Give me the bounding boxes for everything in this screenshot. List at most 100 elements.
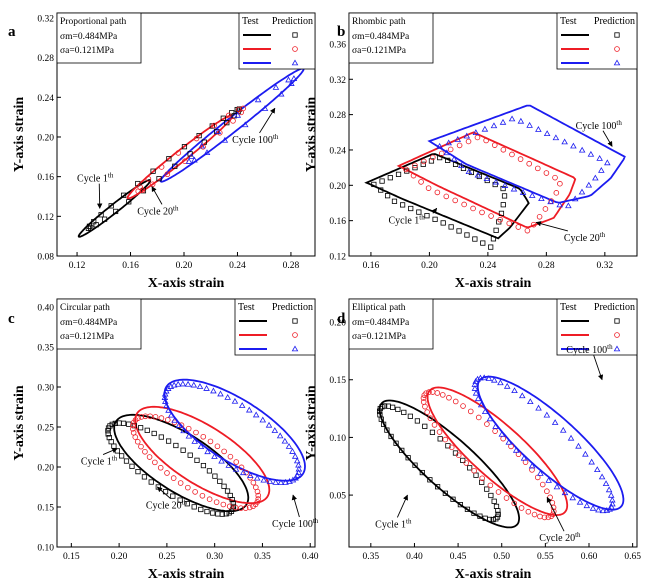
data-point-circle [213,499,220,505]
data-point-square [385,403,391,409]
data-point-triangle [253,474,261,481]
data-point-square [395,406,401,413]
legend-marker-circle [292,332,298,338]
annotation-sup: th [575,531,581,539]
data-point-circle [488,213,494,219]
annotation-text: Cycle 20 [146,501,182,512]
data-point-circle [531,511,538,518]
data-point-triangle [289,448,296,454]
legend-test-heading: Test [560,16,577,27]
x-tick-label: 0.20 [111,552,128,562]
y-axis-label: Y-axis strain [304,97,319,173]
data-point-triangle [277,479,285,486]
data-point-circle [497,216,503,223]
annotation: Cycle 20th [535,221,606,244]
data-point-triangle [259,416,267,423]
data-point-square [384,193,391,199]
data-point-triangle [254,96,262,103]
data-area [364,104,626,250]
data-point-square [120,192,127,198]
legend-prediction-heading: Prediction [594,16,635,27]
data-point-square [198,506,204,513]
data-point-square [187,452,193,458]
data-point-circle [214,443,221,450]
data-point-triangle [589,504,597,511]
data-point-circle [545,514,552,521]
data-point-triangle [609,496,616,503]
data-point-circle [535,165,541,172]
y-tick-label: 0.40 [37,304,54,314]
legend: Test Prediction [238,12,316,70]
data-point-circle [242,505,249,511]
panel-d: 0.35 0.40 0.45 0.50 0.55 0.60 0.65 0.05 0.10 0.15… [304,298,641,582]
data-point-square [422,423,428,429]
data-point-triangle [445,139,452,146]
data-point-circle [177,480,184,486]
data-point-circle [185,484,191,491]
data-point-square [166,156,172,162]
x-tick-label: 0.24 [229,261,246,271]
data-point-triangle [238,402,246,408]
legend-marker-circle [614,332,620,338]
data-point-triangle [559,426,567,433]
x-axis-label: X-axis strain [148,567,225,582]
info-line: σa=0.121MPa [60,332,115,342]
annotation-text: Cycle 100 [576,121,617,132]
data-point-circle [412,162,418,169]
data-point-circle [145,176,152,182]
y-tick-label: 0.12 [37,213,54,223]
data-point-square [384,427,390,433]
x-tick-label: 0.24 [480,261,497,271]
data-point-square [427,477,433,483]
data-point-square [151,430,157,437]
legend-frame [234,298,316,356]
annotation: Cycle 20th [146,486,188,512]
data-point-triangle [520,454,528,461]
legend-test-heading: Test [238,302,255,313]
annotation-label: Cycle 1th [375,517,412,530]
data-point-triangle [570,142,577,149]
data-point-circle [418,179,424,185]
plot-frame [348,298,638,548]
data-point-triangle [224,393,231,400]
y-tick-label: 0.30 [37,384,54,394]
annotation-sup: th [600,231,606,239]
data-point-circle [465,138,472,145]
data-point-square [479,479,485,485]
data-point-circle [436,429,443,435]
annotation-label: Cycle 100th [232,133,279,146]
data-point-triangle [535,404,542,411]
legend-test-heading: Test [560,302,577,313]
data-point-square [376,408,383,414]
data-point-triangle [519,189,527,195]
x-tick-label: 0.45 [450,552,467,562]
data-point-triangle [485,375,493,381]
data-point-square [414,418,420,424]
y-tick-label: 0.20 [37,464,54,474]
data-point-circle [427,415,434,422]
data-point-circle [164,171,171,178]
data-point-square [184,501,190,507]
data-point-square [477,513,483,519]
data-point-square [432,216,438,222]
legend-marker-circle [614,46,620,52]
data-point-circle [550,508,557,515]
data-point-circle [230,118,236,124]
data-point-triangle [588,458,595,465]
data-point-triangle [165,406,172,413]
data-point-circle [226,503,233,510]
data-point-triangle [282,478,289,485]
data-point-circle [434,390,441,396]
axis-ticks: 0.12 0.16 0.20 0.24 0.28 0.08 0.12 0.16 0.20 0.24… [37,14,299,271]
x-tick-label: 0.40 [406,552,423,562]
data-point-triangle [490,376,498,383]
data-point-circle [232,504,239,511]
axis-ticks: 0.35 0.40 0.45 0.50 0.55 0.60 0.65 0.05 0.10 0.15… [329,319,641,562]
data-point-triangle [571,195,579,202]
data-point-circle [495,489,502,495]
plot-frame [348,12,638,257]
data-point-square [129,463,135,469]
data-point-circle [424,409,430,415]
data-point-triangle [293,457,301,464]
y-tick-label: 0.10 [37,544,54,554]
